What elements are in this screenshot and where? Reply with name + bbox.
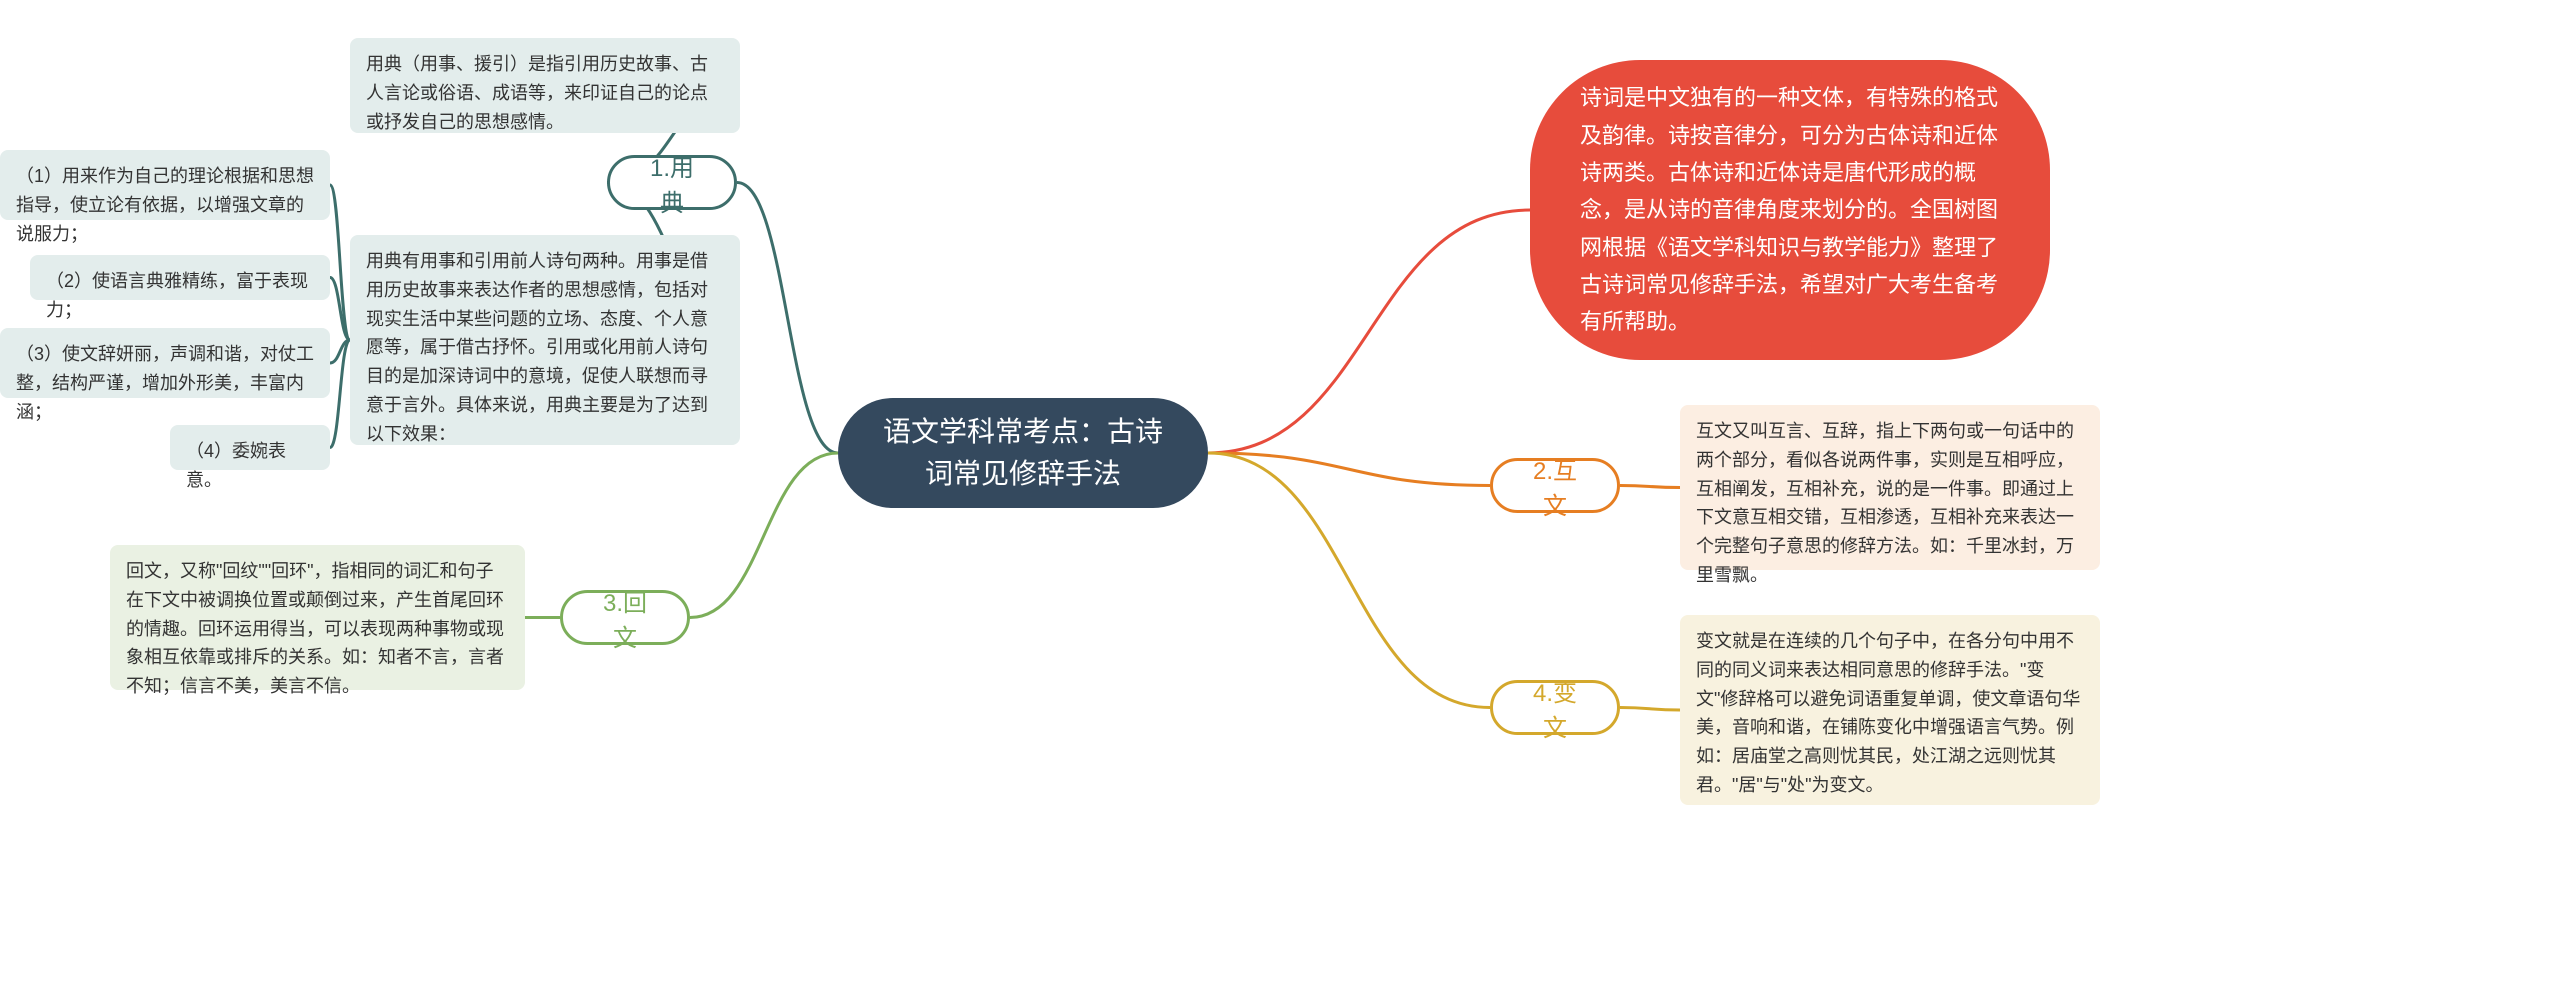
subleaf-b1-1: （2）使语言典雅精练，富于表现力； bbox=[30, 255, 330, 300]
leaf-b1-1: 用典有用事和引用前人诗句两种。用事是借用历史故事来表达作者的思想感情，包括对现实… bbox=[350, 235, 740, 445]
leaf-b4-0: 变文就是在连续的几个句子中，在各分句中用不同的同义词来表达相同意思的修辞手法。"… bbox=[1680, 615, 2100, 805]
subleaf-b1-2: （3）使文辞妍丽，声调和谐，对仗工整，结构严谨，增加外形美，丰富内涵； bbox=[0, 328, 330, 398]
leaf-b3-0: 回文，又称"回纹""回环"，指相同的词汇和句子在下文中被调换位置或颠倒过来，产生… bbox=[110, 545, 525, 690]
branch-b3: 3.回文 bbox=[560, 590, 690, 645]
leaf-b1-0: 用典（用事、援引）是指引用历史故事、古人言论或俗语、成语等，来印证自己的论点或抒… bbox=[350, 38, 740, 133]
intro-node: 诗词是中文独有的一种文体，有特殊的格式及韵律。诗按音律分，可分为古体诗和近体诗两… bbox=[1530, 60, 2050, 360]
branch-b4: 4.变文 bbox=[1490, 680, 1620, 735]
subleaf-b1-0: （1）用来作为自己的理论根据和思想指导，使立论有依据，以增强文章的说服力； bbox=[0, 150, 330, 220]
leaf-b2-0: 互文又叫互言、互辞，指上下两句或一句话中的两个部分，看似各说两件事，实则是互相呼… bbox=[1680, 405, 2100, 570]
branch-b1: 1.用典 bbox=[607, 155, 737, 210]
branch-b2: 2.互文 bbox=[1490, 458, 1620, 513]
subleaf-b1-3: （4）委婉表意。 bbox=[170, 425, 330, 470]
center-node: 语文学科常考点：古诗词常见修辞手法 bbox=[838, 398, 1208, 508]
